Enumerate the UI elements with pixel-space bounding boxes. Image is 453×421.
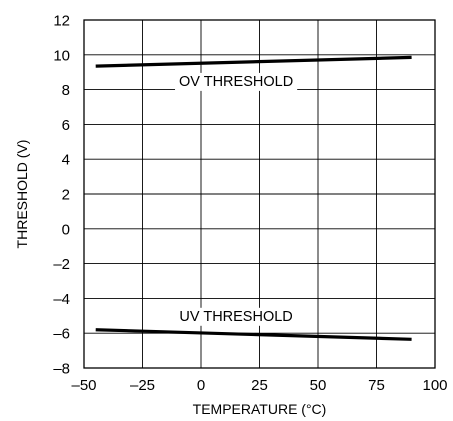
y-tick-label: 12 [53,13,70,30]
y-tick-label: 8 [62,82,70,99]
y-tick-label: –6 [53,326,70,343]
x-tick-labels: –50 –25 0 25 50 75 100 [71,377,447,394]
y-tick-label: 0 [62,221,70,238]
x-tick-label: 50 [310,377,327,394]
y-tick-label: –2 [53,256,70,273]
annotation-background [175,72,298,91]
y-tick-label: 10 [53,47,70,64]
annotations: OV THRESHOLD UV THRESHOLD [175,72,298,326]
y-tick-label: 4 [62,152,70,169]
series-line-ov-threshold [95,55,412,68]
x-axis-title: TEMPERATURE (°C) [193,401,327,417]
x-tick-label: 0 [197,377,205,394]
annotation-label: UV THRESHOLD [179,309,292,325]
series-line-uv-threshold [95,328,412,341]
y-tick-label: –4 [53,291,70,308]
y-tick-labels: –8 –6 –4 –2 0 2 4 6 8 10 12 [53,13,70,378]
y-tick-label: –8 [53,361,70,378]
x-tick-label: –50 [71,377,96,394]
y-tick-label: 2 [62,187,70,204]
x-tick-label: 25 [251,377,268,394]
series-lines [95,55,412,341]
plot-frame [83,19,436,369]
y-axis-title: THRESHOLD (V) [14,140,30,249]
annotation-label: OV THRESHOLD [179,74,293,90]
x-tick-label: 100 [422,377,447,394]
annotation-background [175,307,297,326]
x-tick-label: –25 [130,377,155,394]
x-tick-label: 75 [368,377,385,394]
y-tick-label: 6 [62,117,70,134]
